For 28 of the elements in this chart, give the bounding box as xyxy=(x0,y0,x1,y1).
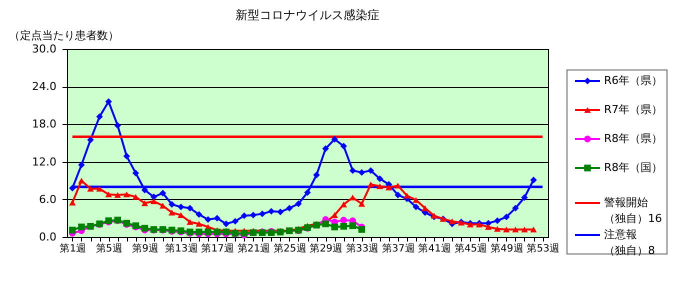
x-tick-label: 第37週 xyxy=(382,242,415,254)
y-tick-label: 18.0 xyxy=(32,118,56,131)
y-tick-label: 12.0 xyxy=(32,155,56,168)
legend-label: R8年（国） xyxy=(604,161,663,174)
x-tick-label: 第5週 xyxy=(96,242,122,254)
x-tick-label: 第25週 xyxy=(274,242,306,254)
y-tick-label: 6.0 xyxy=(39,192,56,206)
x-tick-label: 第45週 xyxy=(454,242,488,254)
x-tick-label: 第49週 xyxy=(490,242,524,254)
legend-label: 注意報（独自）8 xyxy=(604,228,655,257)
x-tick-label: 第33週 xyxy=(346,242,379,254)
x-tick-label: 第1週 xyxy=(60,242,86,254)
y-tick-label: 24.0 xyxy=(32,80,56,94)
legend-label: R6年（県） xyxy=(604,74,663,87)
x-tick-label: 第41週 xyxy=(418,242,451,254)
legend-label: 警報開始（独自）16 xyxy=(604,196,662,225)
y-tick-label: 30.0 xyxy=(32,42,56,56)
chart-title: 新型コロナウイルス感染症 xyxy=(236,8,380,22)
legend-label: R7年（県） xyxy=(604,103,663,116)
x-tick-label: 第9週 xyxy=(132,242,158,254)
x-tick-label: 第21週 xyxy=(237,242,270,254)
y-tick-label: 0.0 xyxy=(39,230,56,244)
x-tick-label: 第13週 xyxy=(165,242,198,254)
x-tick-label: 第29週 xyxy=(310,242,342,254)
y-axis-title: （定点当たり患者数） xyxy=(9,29,119,42)
legend-label: R8年（県） xyxy=(604,132,663,145)
x-tick-label: 第17週 xyxy=(201,242,234,254)
x-tick-label: 第53週 xyxy=(526,242,560,254)
